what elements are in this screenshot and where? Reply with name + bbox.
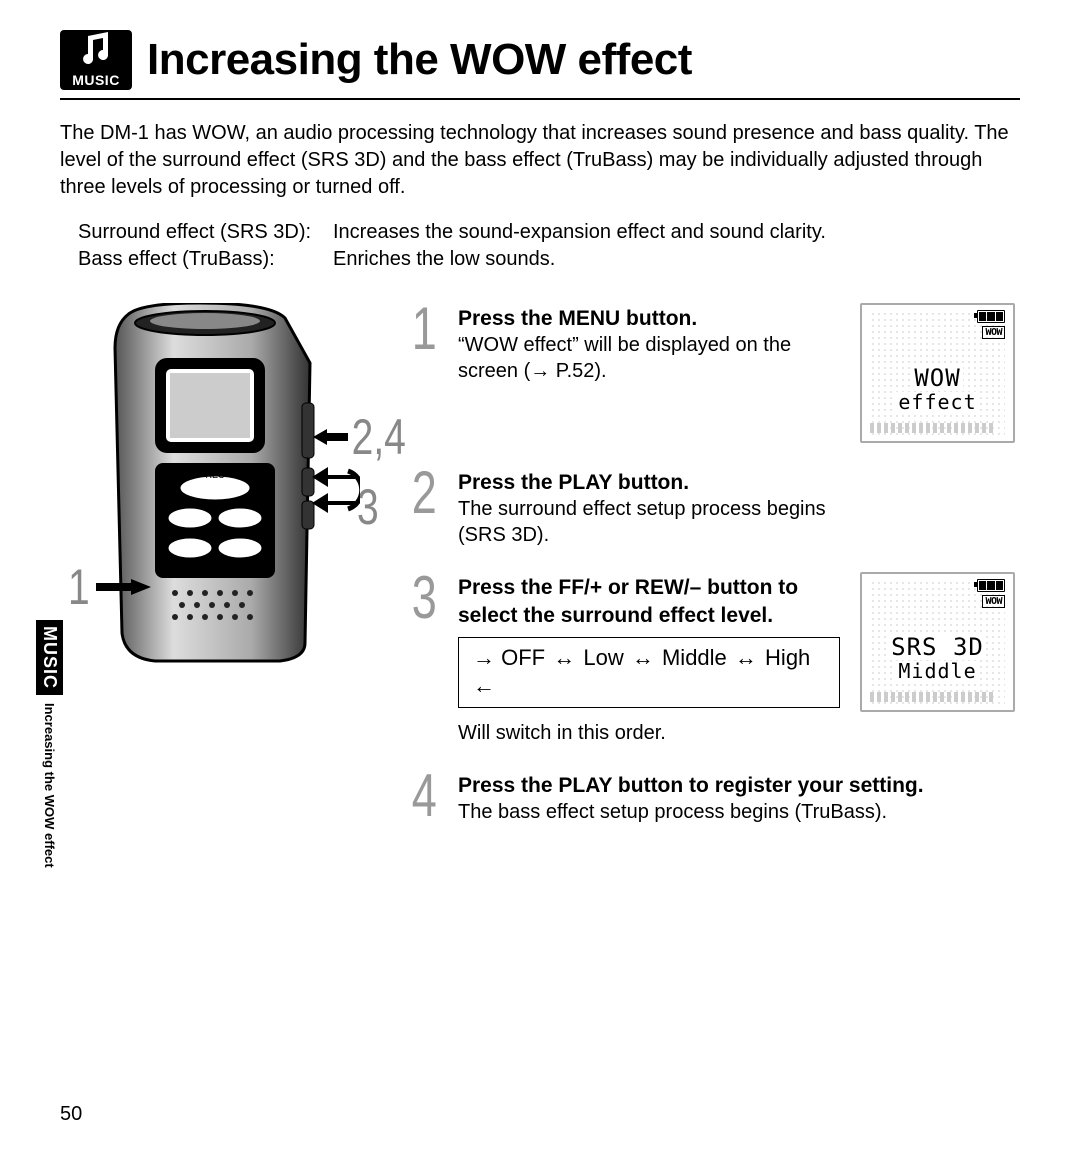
step-row: 4 Press the PLAY button to register your… xyxy=(410,770,1020,825)
step-number: 3 xyxy=(410,572,439,623)
def-desc: Enriches the low sounds. xyxy=(333,246,555,273)
device-callout-3: 3 xyxy=(357,478,379,536)
svg-text:INDEX/EQ: INDEX/EQ xyxy=(223,503,257,510)
seq-item: Low xyxy=(583,645,623,670)
device-callout-1: 1 xyxy=(68,558,90,616)
side-music-label: MUSIC xyxy=(36,620,63,695)
svg-text:ERASE: ERASE xyxy=(226,531,253,540)
lcd-line1: WOW xyxy=(912,366,962,390)
arrow-icon xyxy=(96,576,151,598)
step-number: 2 xyxy=(410,467,439,518)
device-illustration: REC STOP INDEX/EQ MENU ERASE xyxy=(60,303,405,683)
seq-item: High xyxy=(765,645,810,670)
lcd-line2: Middle xyxy=(896,661,978,681)
lcd-line1: SRS 3D xyxy=(889,635,986,659)
step-row: 3 Press the FF/+ or REW/– button to sele… xyxy=(410,572,1020,746)
intro-paragraph: The DM-1 has WOW, an audio processing te… xyxy=(60,120,1020,201)
seq-item: Middle xyxy=(662,645,727,670)
step-text: The surround effect setup process begins… xyxy=(458,496,840,548)
effect-definitions: Surround effect (SRS 3D): Increases the … xyxy=(78,219,1020,273)
music-icon-label: MUSIC xyxy=(72,72,120,88)
step-row: 2 Press the PLAY button. The surround ef… xyxy=(410,467,1020,548)
step-row: 1 Press the MENU button. “WOW effect” wi… xyxy=(410,303,1020,443)
battery-icon xyxy=(977,310,1005,323)
step-number: 4 xyxy=(410,770,439,821)
def-term: Bass effect (TruBass): xyxy=(78,246,333,273)
battery-icon xyxy=(977,579,1005,592)
side-section-title: Increasing the WOW effect xyxy=(42,703,57,868)
step-heading: Press the MENU button. xyxy=(458,305,840,332)
arrow-icon xyxy=(313,426,348,448)
music-note-icon xyxy=(76,32,116,66)
lcd-screen: WOW SRS 3D Middle xyxy=(860,572,1015,712)
device-callout-24: 2,4 xyxy=(352,408,406,466)
step-heading: Press the FF/+ or REW/– button to select… xyxy=(458,574,840,629)
step-note: Will switch in this order. xyxy=(458,720,840,746)
wow-indicator: WOW xyxy=(982,326,1005,339)
svg-text:REC: REC xyxy=(205,470,225,480)
side-tab: MUSIC Increasing the WOW effect xyxy=(36,620,63,868)
svg-text:STOP: STOP xyxy=(179,501,201,510)
def-desc: Increases the sound-expansion effect and… xyxy=(333,219,826,246)
step-text: The bass effect setup process begins (Tr… xyxy=(458,799,1020,825)
step-heading: Press the PLAY button. xyxy=(458,469,840,496)
lcd-screen: WOW WOW effect xyxy=(860,303,1015,443)
step-text: “WOW effect” will be displayed on the sc… xyxy=(458,332,840,384)
def-term: Surround effect (SRS 3D): xyxy=(78,219,333,246)
wow-indicator: WOW xyxy=(982,595,1005,608)
lcd-line2: effect xyxy=(896,392,978,412)
music-icon-badge: MUSIC xyxy=(60,30,132,90)
page-title: Increasing the WOW effect xyxy=(147,35,692,85)
title-rule xyxy=(60,98,1020,100)
step-number: 1 xyxy=(410,303,439,354)
step-heading: Press the PLAY button to register your s… xyxy=(458,772,1020,799)
double-arrow-icon xyxy=(310,463,360,518)
seq-item: OFF xyxy=(501,645,545,670)
svg-text:MENU: MENU xyxy=(178,531,202,540)
sequence-box: → OFF ↔ Low ↔ Middle ↔ High ← xyxy=(458,637,840,708)
page-number: 50 xyxy=(60,1103,82,1126)
